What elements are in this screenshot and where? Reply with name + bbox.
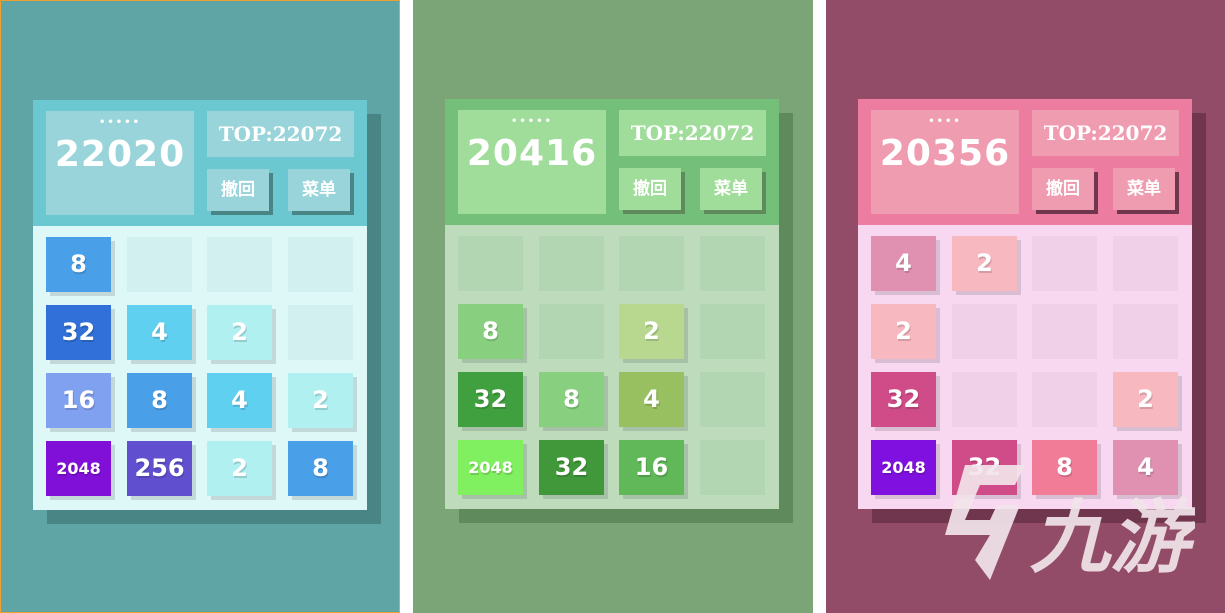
empty-cell	[1113, 304, 1178, 359]
tile-8: 8	[46, 237, 111, 292]
empty-cell	[539, 236, 604, 291]
menu-button[interactable]: 菜单	[288, 169, 350, 211]
score-box: •••• 20356	[871, 110, 1019, 214]
current-score: 20416	[466, 133, 598, 174]
tile-4: 4	[619, 372, 684, 427]
top-score: TOP:22072	[619, 110, 766, 156]
tile-32: 32	[46, 305, 111, 360]
score-box: ••••• 22020	[46, 111, 194, 215]
game-screenshot-1: ••••• 22020 TOP:22072 撤回 菜单 8 32 4 2 16 8 4 2 20…	[0, 0, 400, 613]
empty-cell	[127, 237, 192, 292]
game-header: ••••• 20416 TOP:22072 撤回 菜单	[445, 99, 779, 225]
player-name: ••••	[928, 116, 962, 127]
empty-cell	[700, 236, 765, 291]
tile-8: 8	[127, 373, 192, 428]
tile-2: 2	[952, 236, 1017, 291]
top-score: TOP:22072	[207, 111, 354, 157]
tile-32: 32	[539, 440, 604, 495]
tile-16: 16	[619, 440, 684, 495]
empty-cell	[1113, 236, 1178, 291]
tile-2: 2	[207, 305, 272, 360]
tile-4: 4	[871, 236, 936, 291]
tile-2: 2	[1113, 372, 1178, 427]
empty-cell	[1032, 236, 1097, 291]
tile-8: 8	[539, 372, 604, 427]
tile-2048: 2048	[458, 440, 523, 495]
tile-2: 2	[871, 304, 936, 359]
current-score: 20356	[879, 133, 1011, 174]
empty-cell	[700, 304, 765, 359]
empty-cell	[619, 236, 684, 291]
empty-cell	[207, 237, 272, 292]
tile-4: 4	[127, 305, 192, 360]
empty-cell	[458, 236, 523, 291]
tile-8: 8	[1032, 440, 1097, 495]
tile-2: 2	[288, 373, 353, 428]
empty-cell	[700, 372, 765, 427]
empty-cell	[288, 305, 353, 360]
tile-grid: 8 32 4 2 16 8 4 2 2048 256 2 8	[33, 226, 367, 510]
player-name: •••••	[511, 116, 553, 127]
game-screenshot-3: •••• 20356 TOP:22072 撤回 菜单 4223222048328…	[826, 0, 1225, 613]
top-score: TOP:22072	[1032, 110, 1179, 156]
game-screenshot-2: ••••• 20416 TOP:22072 撤回 菜单 8 2 32 8 4 2048 32…	[413, 0, 813, 613]
player-name: •••••	[99, 117, 141, 128]
tile-4: 4	[1113, 440, 1178, 495]
menu-button[interactable]: 菜单	[700, 168, 762, 210]
empty-cell	[539, 304, 604, 359]
empty-cell	[288, 237, 353, 292]
tile-2048: 2048	[46, 441, 111, 496]
tile-grid: 42232220483284	[858, 225, 1192, 509]
tile-256: 256	[127, 441, 192, 496]
tile-32: 32	[458, 372, 523, 427]
menu-button[interactable]: 菜单	[1113, 168, 1175, 210]
tile-8: 8	[458, 304, 523, 359]
empty-cell	[700, 440, 765, 495]
undo-button[interactable]: 撤回	[207, 169, 269, 211]
game-board: •••• 20356 TOP:22072 撤回 菜单 4223222048328…	[858, 99, 1192, 509]
game-board: ••••• 20416 TOP:22072 撤回 菜单 8 2 32 8 4 2048 32…	[445, 99, 779, 509]
tile-2048: 2048	[871, 440, 936, 495]
empty-cell	[952, 304, 1017, 359]
tile-2: 2	[207, 441, 272, 496]
game-header: ••••• 22020 TOP:22072 撤回 菜单	[33, 100, 367, 226]
undo-button[interactable]: 撤回	[619, 168, 681, 210]
tile-grid: 8 2 32 8 4 2048 32 16	[445, 225, 779, 509]
watermark-text: 九游	[1030, 491, 1195, 584]
tile-8: 8	[288, 441, 353, 496]
tile-32: 32	[871, 372, 936, 427]
tile-4: 4	[207, 373, 272, 428]
current-score: 22020	[54, 134, 186, 175]
score-box: ••••• 20416	[458, 110, 606, 214]
empty-cell	[1032, 304, 1097, 359]
game-board: ••••• 22020 TOP:22072 撤回 菜单 8 32 4 2 16 8 4 2 20…	[33, 100, 367, 510]
tile-16: 16	[46, 373, 111, 428]
empty-cell	[1032, 372, 1097, 427]
game-header: •••• 20356 TOP:22072 撤回 菜单	[858, 99, 1192, 225]
tile-2: 2	[619, 304, 684, 359]
empty-cell	[952, 372, 1017, 427]
jiuyou-watermark-logo: 九游	[945, 465, 1195, 584]
undo-button[interactable]: 撤回	[1032, 168, 1094, 210]
